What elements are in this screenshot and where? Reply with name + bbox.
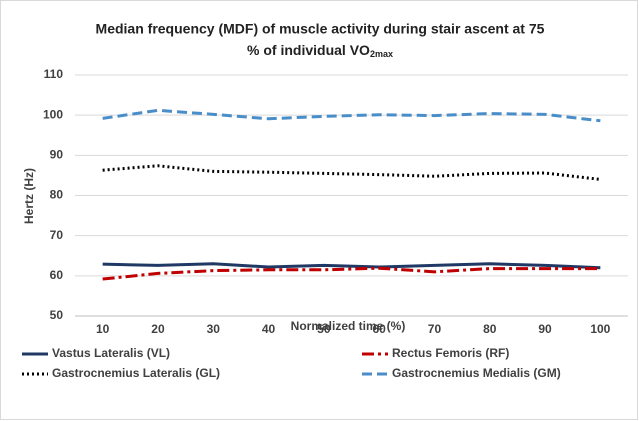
chart-title: Median frequency (MDF) of muscle activit…: [96, 21, 545, 37]
chart-title-line: % of individual VO: [247, 42, 370, 58]
x-tick-label: 100: [590, 322, 610, 336]
x-tick-label: 20: [151, 322, 165, 336]
legend-label: Vastus Lateralis (VL): [52, 346, 170, 360]
chart-title-subscript: 2max: [370, 49, 393, 59]
x-tick-label: 10: [96, 322, 110, 336]
legend-label: Gastrocnemius Medialis (GM): [392, 366, 561, 380]
x-tick-label: 40: [262, 322, 276, 336]
y-tick-label: 50: [50, 308, 64, 322]
x-tick-label: 30: [207, 322, 221, 336]
x-tick-label: 80: [483, 322, 497, 336]
legend-label: Gastrocnemius Lateralis (GL): [52, 366, 220, 380]
y-tick-label: 60: [50, 268, 64, 282]
data-line: [102, 262, 601, 270]
y-axis-label: Hertz (Hz): [22, 168, 36, 224]
y-tick-label: 90: [50, 148, 64, 162]
y-tick-label: 70: [50, 228, 64, 242]
x-axis-label: Normalized time (%): [291, 319, 406, 333]
x-tick-label: 50: [317, 322, 331, 336]
chart-title: % of individual VO2max: [247, 42, 393, 60]
x-tick-label: 90: [538, 322, 552, 336]
data-line: [102, 108, 601, 123]
legend-label: Rectus Femoris (RF): [392, 346, 509, 360]
data-line: [102, 266, 601, 281]
data-line: [102, 164, 601, 181]
y-tick-label: 100: [43, 107, 63, 121]
x-tick-label: 70: [428, 322, 442, 336]
y-tick-label: 110: [44, 67, 64, 81]
x-tick-label: 60: [372, 322, 386, 336]
y-tick-label: 80: [50, 188, 64, 202]
